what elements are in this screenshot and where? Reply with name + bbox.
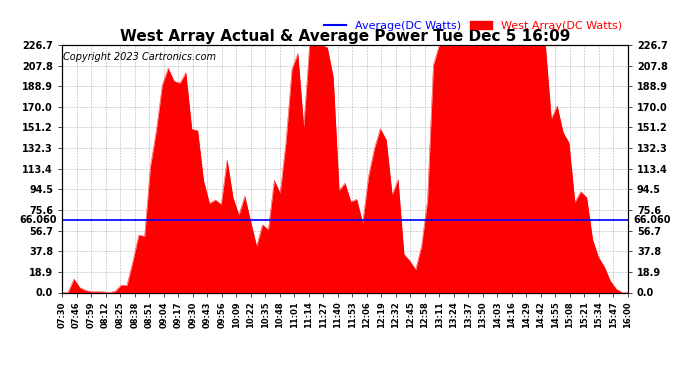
Title: West Array Actual & Average Power Tue Dec 5 16:09: West Array Actual & Average Power Tue De… (120, 29, 570, 44)
Text: 66.060: 66.060 (633, 215, 671, 225)
Legend: Average(DC Watts), West Array(DC Watts): Average(DC Watts), West Array(DC Watts) (324, 21, 622, 31)
Text: Copyright 2023 Cartronics.com: Copyright 2023 Cartronics.com (63, 53, 216, 62)
Text: 66.060: 66.060 (19, 215, 57, 225)
